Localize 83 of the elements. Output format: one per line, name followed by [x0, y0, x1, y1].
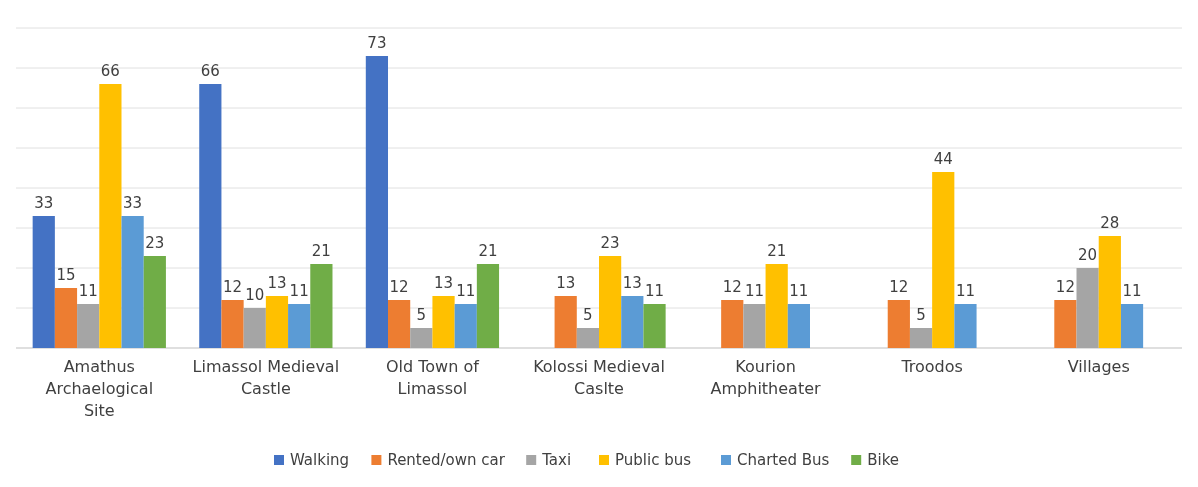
data-label: 21: [478, 242, 498, 260]
data-label: 66: [200, 62, 220, 80]
bar: [909, 328, 933, 348]
bar: [643, 304, 666, 348]
data-label: 5: [916, 306, 926, 324]
data-label: 23: [600, 234, 620, 252]
bar: [1120, 304, 1144, 348]
x-tick-label: Villages: [1067, 357, 1130, 376]
data-label: 5: [416, 306, 427, 324]
data-label: 11: [1122, 282, 1142, 300]
bar: [310, 264, 333, 348]
bar: [99, 84, 122, 348]
bar: [243, 308, 266, 348]
data-label: 12: [389, 278, 409, 296]
bar: [599, 256, 622, 348]
data-label: 44: [933, 150, 953, 168]
legend-label: Charted Bus: [737, 451, 830, 469]
data-label: 11: [744, 282, 765, 300]
data-label: 11: [955, 282, 975, 300]
legend-label: Public bus: [615, 451, 692, 469]
data-label: 73: [367, 34, 387, 52]
data-label: 13: [267, 274, 287, 292]
legend-label: Bike: [867, 451, 900, 469]
bar: [721, 300, 744, 348]
bar: [554, 296, 577, 348]
data-label: 28: [1100, 214, 1120, 232]
bar: [576, 328, 599, 348]
x-tick-label: Amathus Archaelogical Site: [45, 357, 154, 420]
data-label: 13: [556, 274, 576, 292]
bar: [54, 288, 78, 348]
data-label: 11: [456, 282, 476, 300]
bar: [621, 296, 644, 348]
bar: [954, 304, 977, 348]
data-label: 11: [644, 282, 665, 300]
bar: [787, 304, 810, 348]
data-label: 15: [56, 266, 76, 284]
bar: [143, 256, 166, 348]
bar: [454, 304, 477, 348]
bar: [743, 304, 766, 348]
bar: [32, 216, 55, 348]
data-label: 33: [34, 194, 54, 212]
data-label: 66: [100, 62, 120, 80]
bar: [887, 300, 910, 348]
data-label: 13: [622, 274, 642, 292]
x-tick-label: Troodos: [900, 357, 963, 376]
bar: [432, 296, 455, 348]
data-label: 12: [223, 278, 243, 296]
bar: [476, 264, 500, 348]
bar: [221, 300, 244, 348]
bar: [765, 264, 788, 348]
bar: [410, 328, 433, 348]
bar: [199, 84, 222, 348]
x-tick-label: Limassol Medieval Castle: [192, 357, 340, 398]
data-label: 20: [1078, 246, 1098, 264]
bar: [1098, 236, 1121, 348]
bar: [1076, 268, 1099, 348]
data-label: 21: [767, 242, 787, 260]
bar: [121, 216, 144, 348]
bar: [388, 300, 411, 348]
data-label: 11: [789, 282, 809, 300]
bar: [365, 56, 389, 348]
bar: [1054, 300, 1077, 348]
x-tick-label: Old Town of Limassol: [386, 357, 480, 398]
data-label: 11: [289, 282, 309, 300]
data-label: 11: [78, 282, 98, 300]
x-tick-label: Kolossi Medieval Caslte: [533, 357, 665, 398]
data-label: 5: [583, 306, 593, 324]
data-label: 33: [123, 194, 143, 212]
bar: [265, 296, 289, 348]
bar: [932, 172, 955, 348]
legend-label: Rented/own car: [387, 451, 506, 469]
data-label: 13: [433, 274, 454, 292]
bar: [77, 304, 100, 348]
data-label: 23: [145, 234, 165, 252]
data-label: 12: [722, 278, 742, 296]
legend-label: Taxi: [541, 451, 572, 469]
x-tick-label: Kourion Amphitheater: [710, 357, 822, 398]
data-label: 12: [1055, 278, 1075, 296]
data-label: 12: [889, 278, 909, 296]
data-label: 10: [245, 286, 265, 304]
data-label: 21: [311, 242, 331, 260]
legend-label: Walking: [290, 451, 350, 469]
bar: [288, 304, 311, 348]
